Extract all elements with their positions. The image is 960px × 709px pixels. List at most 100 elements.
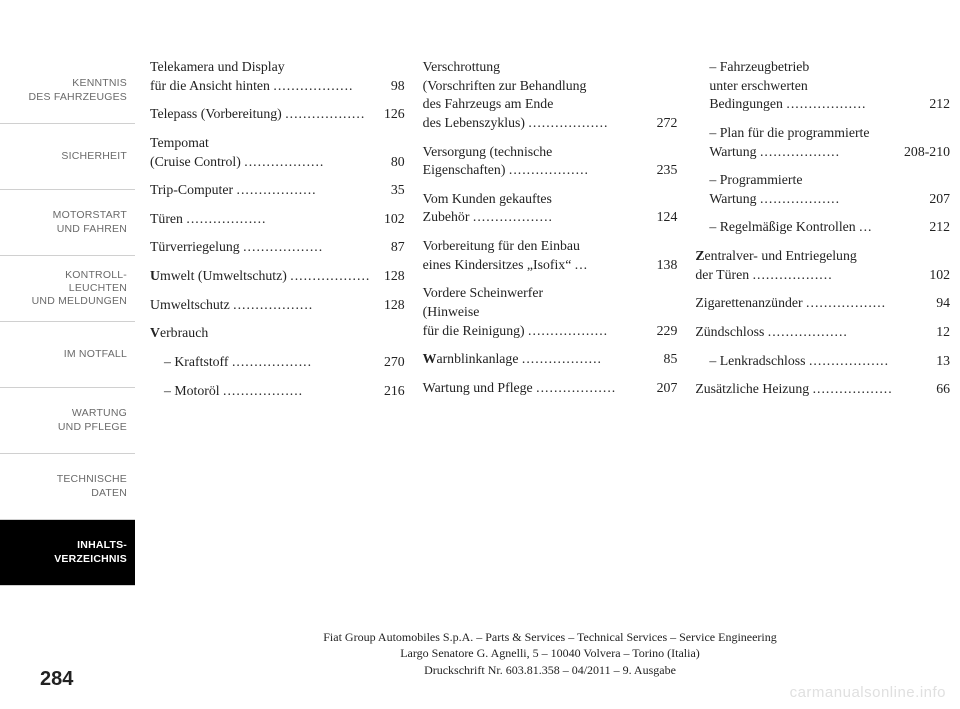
sidebar-tab[interactable]: KONTROLL-LEUCHTENUND MELDUNGEN: [0, 256, 135, 322]
sidebar-tab-label: UND FAHREN: [57, 223, 127, 236]
index-entry: Trip-Computer ..................35: [150, 181, 405, 200]
page-number: 284: [40, 668, 73, 691]
index-entry-label: Zigarettenanzünder ..................: [695, 294, 932, 313]
index-entry-page: 102: [925, 266, 950, 285]
index-entry-label: Vorbereitung für den Einbaueines Kinders…: [423, 237, 653, 274]
sidebar-tab-label: TECHNISCHE: [57, 473, 127, 486]
index-column: – Fahrzeugbetriebunter erschwertenBeding…: [695, 58, 950, 410]
index-entry-page: 207: [925, 190, 950, 209]
sidebar-tab-label: SICHERHEIT: [61, 150, 127, 163]
index-entry: – Fahrzeugbetriebunter erschwertenBeding…: [695, 58, 950, 114]
sidebar-tab-label: UND MELDUNGEN: [32, 295, 127, 308]
index-entry: Türverriegelung ..................87: [150, 238, 405, 257]
footer-line-1: Fiat Group Automobiles S.p.A. – Parts & …: [150, 629, 950, 646]
index-entry-label: Türen ..................: [150, 210, 380, 229]
index-entry-page: 212: [925, 218, 950, 237]
index-entry-label: Zusätzliche Heizung ..................: [695, 380, 932, 399]
index-entry-page: 128: [380, 296, 405, 315]
index-entry: Wartung und Pflege ..................207: [423, 379, 678, 398]
index-entry-label: Verschrottung(Vorschriften zur Behandlun…: [423, 58, 653, 133]
index-entry: Telepass (Vorbereitung) ................…: [150, 105, 405, 124]
sidebar-tab-label: DES FAHRZEUGES: [29, 91, 127, 104]
sidebar-tab-label: KENNTNIS: [72, 77, 127, 90]
index-column: Telekamera und Displayfür die Ansicht hi…: [150, 58, 405, 410]
index-entry: Versorgung (technischeEigenschaften) ...…: [423, 143, 678, 180]
index-entry: – Lenkradschloss ..................13: [695, 352, 950, 371]
index-entry-page: 216: [380, 382, 405, 401]
index-entry: Tempomat(Cruise Control) ...............…: [150, 134, 405, 171]
index-entry-label: – ProgrammierteWartung .................…: [709, 171, 925, 208]
index-entry: Telekamera und Displayfür die Ansicht hi…: [150, 58, 405, 95]
index-entry: – Kraftstoff ..................270: [150, 353, 405, 372]
index-entry-page: 235: [653, 161, 678, 180]
index-entry-label: Wartung und Pflege ..................: [423, 379, 653, 398]
index-entry-page: 270: [380, 353, 405, 372]
index-entry-page: 98: [387, 77, 405, 96]
index-entry-label: – Motoröl ..................: [164, 382, 380, 401]
index-entry-page: 212: [925, 95, 950, 114]
index-columns: Telekamera und Displayfür die Ansicht hi…: [150, 58, 950, 410]
index-entry: – Plan für die programmierteWartung ....…: [695, 124, 950, 161]
imprint-footer: Fiat Group Automobiles S.p.A. – Parts & …: [150, 629, 950, 679]
index-entry: Umwelt (Umweltschutz) ..................…: [150, 267, 405, 286]
index-entry-page: 13: [932, 352, 950, 371]
index-entry-page: 35: [387, 181, 405, 200]
sidebar-tab[interactable]: IM NOTFALL: [0, 322, 135, 388]
sidebar-tab[interactable]: TECHNISCHEDATEN: [0, 454, 135, 520]
sidebar-spacer: [0, 0, 135, 58]
index-entry: – Motoröl ..................216: [150, 382, 405, 401]
index-entry-page: 128: [380, 267, 405, 286]
index-entry-label: Vom Kunden gekauftesZubehör ............…: [423, 190, 653, 227]
index-entry-label: – Fahrzeugbetriebunter erschwertenBeding…: [709, 58, 925, 114]
sidebar-tab-label: INHALTS-: [77, 539, 127, 552]
footer-line-3: Druckschrift Nr. 603.81.358 – 04/2011 – …: [150, 662, 950, 679]
sidebar-tab-label: KONTROLL-: [65, 269, 127, 282]
index-entry: Vorbereitung für den Einbaueines Kinders…: [423, 237, 678, 274]
index-entry-label: Warnblinkanlage ..................: [423, 350, 660, 369]
sidebar-tab-label: UND PFLEGE: [58, 421, 127, 434]
index-entry-page: 208-210: [900, 143, 950, 162]
index-entry: Umweltschutz ..................128: [150, 296, 405, 315]
index-entry-page: 229: [653, 322, 678, 341]
sidebar-tab[interactable]: WARTUNGUND PFLEGE: [0, 388, 135, 454]
index-entry-page: 80: [387, 153, 405, 172]
index-entry: Türen ..................102: [150, 210, 405, 229]
sidebar-tab-label: LEUCHTEN: [69, 282, 127, 295]
watermark: carmanualsonline.info: [790, 684, 946, 701]
sidebar-tab-label: WARTUNG: [72, 407, 127, 420]
index-entry: – ProgrammierteWartung .................…: [695, 171, 950, 208]
index-entry: Vom Kunden gekauftesZubehör ............…: [423, 190, 678, 227]
index-entry-label: Umweltschutz ..................: [150, 296, 380, 315]
sidebar-tab[interactable]: MOTORSTARTUND FAHREN: [0, 190, 135, 256]
index-entry: Verbrauch: [150, 324, 405, 343]
index-entry-label: Umwelt (Umweltschutz) ..................: [150, 267, 380, 286]
footer-line-2: Largo Senatore G. Agnelli, 5 – 10040 Vol…: [150, 645, 950, 662]
sidebar-tab-label: DATEN: [91, 487, 127, 500]
index-entry-page: 207: [653, 379, 678, 398]
index-entry-label: – Kraftstoff ..................: [164, 353, 380, 372]
index-entry-page: 124: [653, 208, 678, 227]
sidebar-tab[interactable]: SICHERHEIT: [0, 124, 135, 190]
index-entry-page: 94: [932, 294, 950, 313]
index-entry-label: Zündschloss ..................: [695, 323, 932, 342]
sidebar-tab[interactable]: KENNTNISDES FAHRZEUGES: [0, 58, 135, 124]
index-entry-label: Tempomat(Cruise Control) ...............…: [150, 134, 387, 171]
index-entry-page: 272: [653, 114, 678, 133]
index-entry-label: Zentralver- und Entriegelungder Türen ..…: [695, 247, 925, 284]
index-entry-label: – Regelmäßige Kontrollen ...: [709, 218, 925, 237]
index-entry-label: Türverriegelung ..................: [150, 238, 387, 257]
index-entry-label: Trip-Computer ..................: [150, 181, 387, 200]
sidebar-tab-label: MOTORSTART: [53, 209, 127, 222]
index-entry: – Regelmäßige Kontrollen ...212: [695, 218, 950, 237]
index-entry: Zusätzliche Heizung ..................66: [695, 380, 950, 399]
index-entry-label: Verbrauch: [150, 324, 405, 343]
index-entry-page: 85: [660, 350, 678, 369]
index-entry-label: Versorgung (technischeEigenschaften) ...…: [423, 143, 653, 180]
index-entry-label: Telepass (Vorbereitung) ................…: [150, 105, 380, 124]
index-entry-page: 102: [380, 210, 405, 229]
sidebar-tab[interactable]: INHALTS-VERZEICHNIS: [0, 520, 135, 586]
index-entry-label: Vordere Scheinwerfer(Hinweisefür die Rei…: [423, 284, 653, 340]
index-entry-page: 87: [387, 238, 405, 257]
index-entry: Vordere Scheinwerfer(Hinweisefür die Rei…: [423, 284, 678, 340]
index-entry-label: – Lenkradschloss ..................: [709, 352, 932, 371]
